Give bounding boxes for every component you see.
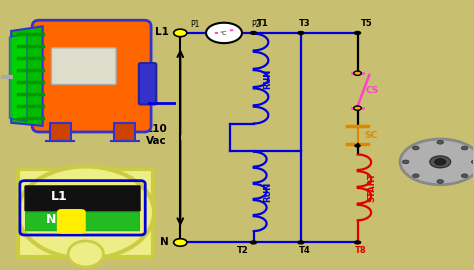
Circle shape — [400, 139, 474, 185]
Text: L1: L1 — [155, 27, 168, 37]
Text: CS: CS — [365, 86, 378, 95]
Circle shape — [250, 240, 257, 245]
Text: START: START — [367, 173, 376, 202]
Circle shape — [402, 160, 409, 164]
Text: P2: P2 — [251, 20, 261, 29]
Text: T8: T8 — [355, 246, 367, 255]
Circle shape — [412, 146, 419, 150]
Text: N: N — [160, 237, 168, 247]
Text: RUN: RUN — [263, 181, 272, 201]
Circle shape — [297, 31, 305, 35]
Text: T2: T2 — [237, 246, 249, 255]
Text: T5: T5 — [361, 19, 373, 28]
Circle shape — [230, 29, 234, 31]
Text: T3: T3 — [299, 19, 310, 28]
Circle shape — [461, 146, 468, 150]
Circle shape — [472, 160, 474, 164]
Circle shape — [297, 240, 305, 245]
Text: °C: °C — [219, 31, 227, 36]
Circle shape — [250, 31, 257, 35]
Text: SC: SC — [364, 130, 377, 140]
Text: T1: T1 — [256, 19, 268, 28]
Circle shape — [173, 239, 187, 246]
Text: T4: T4 — [299, 246, 310, 255]
Circle shape — [461, 174, 468, 178]
Circle shape — [354, 71, 361, 75]
Circle shape — [173, 29, 187, 37]
Circle shape — [437, 140, 444, 144]
Circle shape — [354, 106, 361, 110]
Circle shape — [437, 180, 444, 183]
Text: P1: P1 — [190, 20, 199, 29]
Text: 110
Vac: 110 Vac — [146, 124, 167, 146]
Circle shape — [354, 240, 361, 245]
Circle shape — [354, 144, 361, 148]
Circle shape — [412, 174, 419, 178]
Circle shape — [206, 23, 242, 43]
Text: RUN: RUN — [263, 69, 272, 89]
Circle shape — [430, 156, 451, 168]
Circle shape — [435, 159, 446, 165]
Circle shape — [354, 31, 361, 35]
Circle shape — [215, 32, 219, 34]
